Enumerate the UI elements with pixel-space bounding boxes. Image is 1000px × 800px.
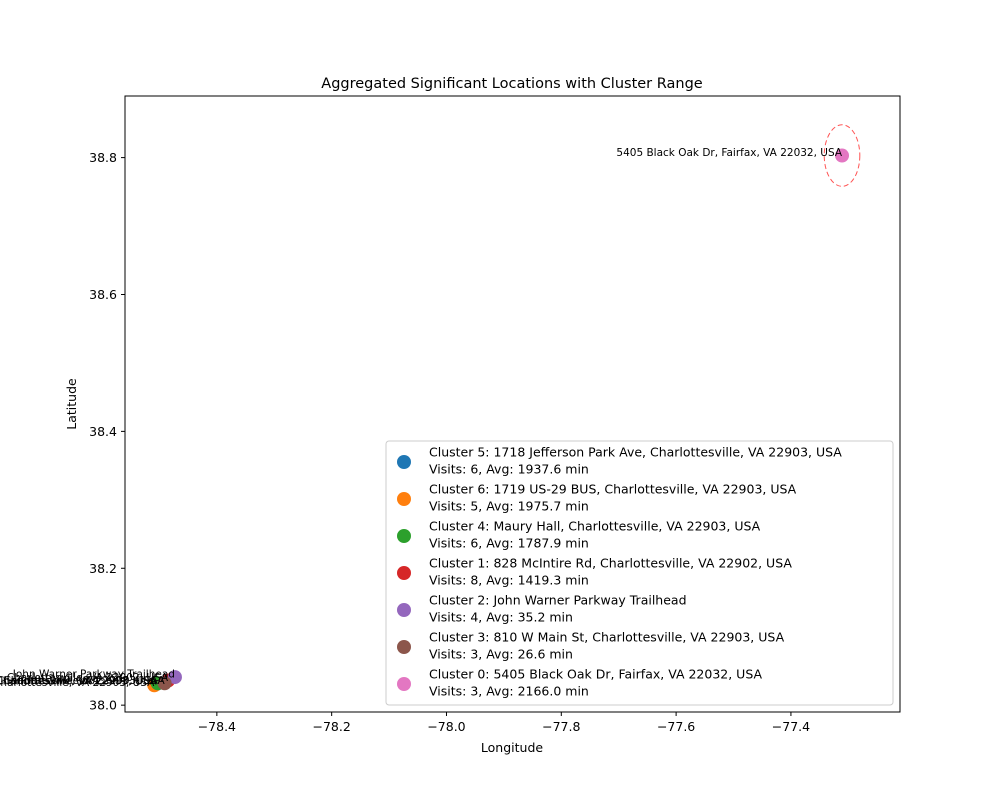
y-tick-label: 38.2 bbox=[89, 561, 117, 576]
cluster-annotation: 1719 US-29 BUS, Charlottesville, VA 2290… bbox=[0, 677, 155, 689]
legend-marker bbox=[397, 455, 411, 469]
y-axis-label: Latitude bbox=[64, 378, 79, 430]
y-tick-label: 38.4 bbox=[89, 424, 117, 439]
cluster-annotation: 828 McIntire Rd, Charlottesville, VA 229… bbox=[0, 672, 169, 684]
plot-frame bbox=[124, 95, 901, 713]
legend-box bbox=[385, 440, 894, 706]
x-axis-label: Longitude bbox=[481, 740, 543, 755]
legend-marker bbox=[397, 566, 411, 580]
y-tick-label: 38.0 bbox=[89, 698, 117, 713]
legend-marker bbox=[397, 603, 411, 617]
legend-label: Cluster 6: 1719 US-29 BUS, Charlottesvil… bbox=[429, 482, 797, 497]
x-tick-label: −78.0 bbox=[427, 719, 465, 734]
legend-marker bbox=[397, 677, 411, 691]
legend-marker bbox=[397, 529, 411, 543]
legend-label: Cluster 1: 828 McIntire Rd, Charlottesvi… bbox=[429, 556, 792, 571]
cluster-annotation: 810 W Main St, Charlottesville, VA 22903… bbox=[0, 675, 165, 687]
x-tick-label: −77.8 bbox=[542, 719, 580, 734]
legend-label: Cluster 2: John Warner Parkway Trailhead bbox=[429, 593, 687, 608]
legend-label: Cluster 3: 810 W Main St, Charlottesvill… bbox=[429, 630, 785, 645]
legend-detail: Visits: 5, Avg: 1975.7 min bbox=[429, 499, 589, 514]
y-tick-label: 38.6 bbox=[89, 287, 117, 302]
cluster-annotation: Maury Hall, Charlottesville, VA 22903, U… bbox=[0, 675, 159, 687]
x-tick-label: −77.4 bbox=[772, 719, 810, 734]
cluster-point bbox=[157, 676, 172, 691]
legend-detail: Visits: 6, Avg: 1787.9 min bbox=[429, 536, 589, 551]
x-tick-label: −78.4 bbox=[198, 719, 236, 734]
plot-marks: 1718 Jefferson Park Ave, Charlottesville… bbox=[0, 124, 861, 693]
legend-detail: Visits: 3, Avg: 2166.0 min bbox=[429, 684, 589, 699]
legend-detail: Visits: 6, Avg: 1937.6 min bbox=[429, 462, 589, 477]
y-tick-label: 38.8 bbox=[89, 150, 117, 165]
x-tick-label: −77.6 bbox=[657, 719, 695, 734]
legend-label: Cluster 5: 1718 Jefferson Park Ave, Char… bbox=[429, 445, 842, 460]
legend-detail: Visits: 3, Avg: 26.6 min bbox=[429, 647, 573, 662]
cluster-range-circle bbox=[823, 124, 861, 187]
cluster-annotation: 1718 Jefferson Park Ave, Charlottesville… bbox=[0, 675, 157, 687]
chart-title: Aggregated Significant Locations with Cl… bbox=[321, 76, 703, 92]
legend: Cluster 5: 1718 Jefferson Park Ave, Char… bbox=[385, 440, 894, 706]
x-axis: −78.4 −78.2 −78.0 −77.8 −77.6 −77.4 bbox=[198, 712, 810, 734]
legend-marker bbox=[397, 492, 411, 506]
cluster-annotation: John Warner Parkway Trailhead bbox=[12, 669, 175, 681]
cluster-point bbox=[167, 670, 182, 685]
legend-label: Cluster 4: Maury Hall, Charlottesville, … bbox=[429, 519, 761, 534]
legend-detail: Visits: 4, Avg: 35.2 min bbox=[429, 610, 573, 625]
legend-detail: Visits: 8, Avg: 1419.3 min bbox=[429, 573, 589, 588]
x-tick-label: −78.2 bbox=[313, 719, 351, 734]
legend-marker bbox=[397, 640, 411, 654]
cluster-point bbox=[835, 148, 850, 163]
cluster-annotation: 5405 Black Oak Dr, Fairfax, VA 22032, US… bbox=[616, 147, 842, 159]
y-axis: 38.0 38.2 38.4 38.6 38.8 bbox=[89, 150, 125, 713]
legend-label: Cluster 0: 5405 Black Oak Dr, Fairfax, V… bbox=[429, 667, 762, 682]
